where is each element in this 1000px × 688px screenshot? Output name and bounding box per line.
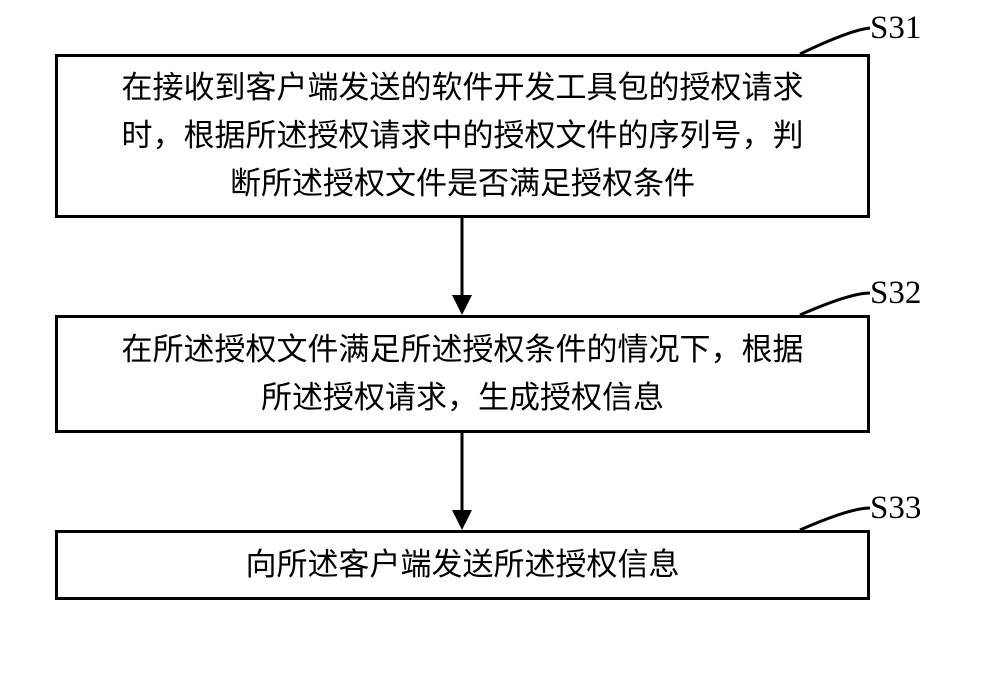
- leader-line-s33: [0, 0, 1000, 688]
- flowchart-canvas: 在接收到客户端发送的软件开发工具包的授权请求 时，根据所述授权请求中的授权文件的…: [0, 0, 1000, 688]
